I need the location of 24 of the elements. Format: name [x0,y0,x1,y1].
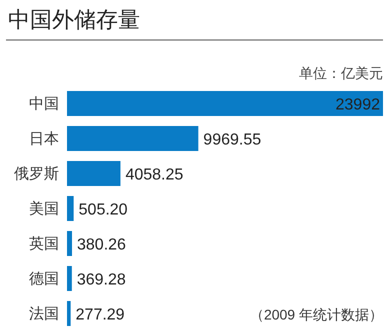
bar [67,161,120,186]
bar [67,126,198,151]
annotation: （2009 年统计数据） [250,306,383,322]
text: 单位：亿美元 [299,65,383,81]
y-tick-label: 德国 [29,270,59,288]
y-tick-label: 日本 [29,130,59,148]
data-label: 9969.55 [203,132,262,148]
bar [67,91,383,116]
bar [67,196,74,221]
chart-title: 中国外储存量 [8,7,140,32]
bar [67,301,71,326]
data-label: 277.29 [76,306,125,324]
y-tick-label: 英国 [29,236,59,252]
data-label: 380.26 [77,236,126,254]
data-label: 505.20 [78,202,128,218]
bar [67,231,72,256]
y-tick-label: 法国 [29,306,59,322]
y-tick-label: 中国 [29,96,59,112]
data-label: 4058.25 [125,166,184,184]
y-tick-label: 美国 [29,200,59,218]
bar [67,266,72,291]
data-label: 369.28 [76,272,126,288]
data-label: 23992 [336,96,380,114]
y-tick-label: 俄罗斯 [14,166,59,182]
